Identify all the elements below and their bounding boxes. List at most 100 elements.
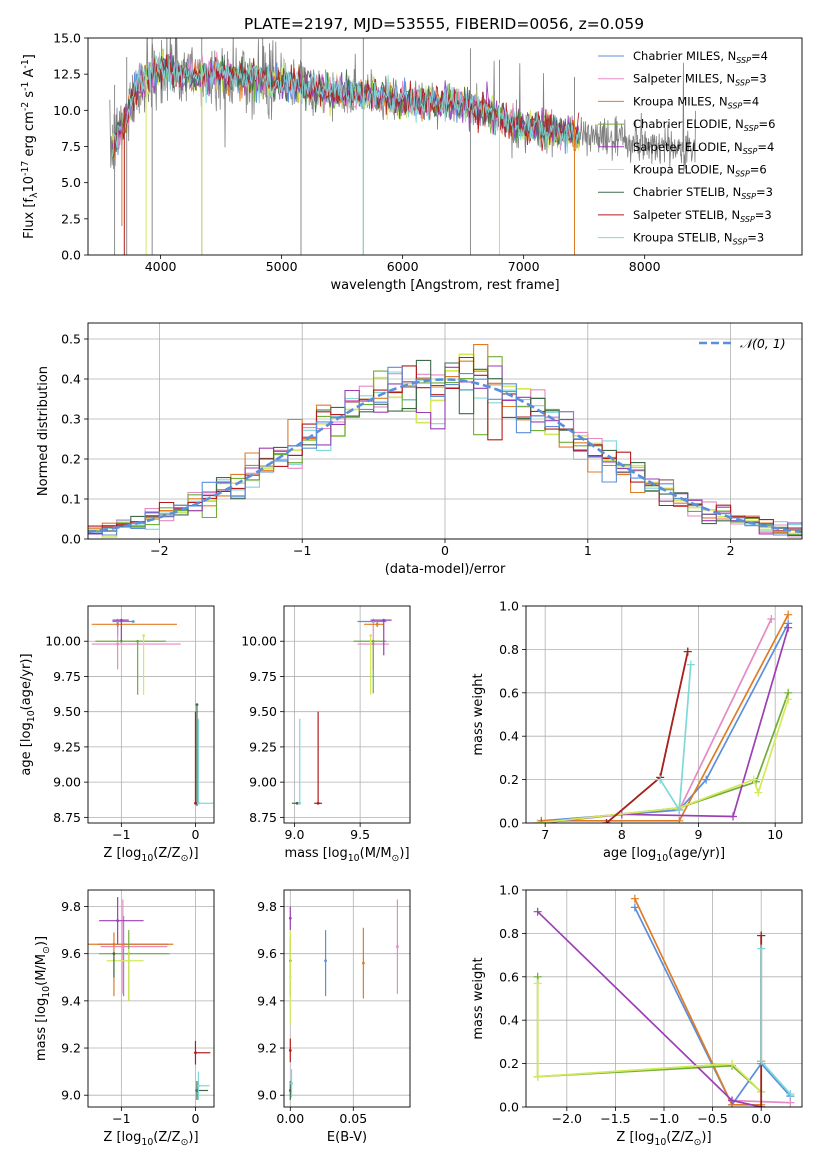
label-fragment: i bbox=[471, 695, 486, 699]
label-fragment: ⊙ bbox=[41, 946, 52, 954]
age-vs-Z-plot-area bbox=[91, 618, 214, 807]
label-fragment: s bbox=[36, 421, 51, 428]
spectrum-frame bbox=[87, 37, 803, 256]
label-fragment: ] bbox=[720, 846, 725, 861]
label-fragment: a bbox=[673, 846, 681, 861]
figure-title: PLATE=2197, MJD=53555, FIBERID=0056, z=0… bbox=[244, 15, 644, 33]
label-fragment: o bbox=[125, 1130, 133, 1145]
label-fragment: e bbox=[357, 278, 365, 293]
label-fragment: e bbox=[471, 699, 486, 707]
label-fragment: g bbox=[133, 1130, 141, 1145]
label-fragment: i bbox=[36, 382, 51, 386]
mass-vs-Z-ytick-label: 9.6 bbox=[61, 946, 81, 961]
label-fragment: ] bbox=[22, 54, 37, 59]
weight-vs-Z-series-5 bbox=[536, 983, 762, 1093]
label-fragment: ⊙ bbox=[392, 853, 400, 864]
weight-vs-Z-marker-7 bbox=[757, 931, 766, 940]
label-fragment: 10 bbox=[141, 853, 153, 864]
label-fragment: / bbox=[469, 562, 474, 577]
age-vs-mass-point-6 bbox=[295, 801, 299, 805]
weight-vs-Z-marker-5 bbox=[533, 979, 542, 988]
label-fragment: e bbox=[546, 278, 554, 293]
label-fragment: ] bbox=[707, 1130, 712, 1145]
spectrum-model-line-8 bbox=[111, 52, 580, 158]
label-fragment: s bbox=[305, 846, 312, 861]
label-fragment: e bbox=[453, 562, 461, 577]
label-fragment: o bbox=[36, 478, 51, 486]
label-fragment: ] bbox=[194, 846, 199, 861]
mass-vs-ebv-plot-area bbox=[288, 899, 399, 1100]
label-fragment: / bbox=[167, 1130, 172, 1145]
weight-vs-Z-ytick-label: 0.2 bbox=[499, 1056, 519, 1071]
label-fragment: t bbox=[393, 278, 398, 293]
label-fragment: r bbox=[487, 278, 493, 293]
label-fragment: ] bbox=[19, 653, 34, 658]
label-fragment: ] bbox=[554, 278, 559, 293]
label-fragment: s bbox=[34, 1033, 49, 1040]
label-fragment: -1 bbox=[20, 59, 31, 68]
weight-vs-Z-marker-5 bbox=[728, 1059, 737, 1068]
mass-vs-ebv-point-7 bbox=[288, 1048, 292, 1052]
mass-vs-Z-point-7 bbox=[194, 1051, 197, 1055]
age-vs-mass-ytick-label: 9.25 bbox=[249, 739, 277, 754]
mass-vs-ebv-point-4 bbox=[288, 916, 292, 920]
label-fragment: / bbox=[376, 846, 381, 861]
label-fragment: r bbox=[22, 143, 37, 149]
label-fragment: o bbox=[458, 278, 466, 293]
label-fragment: l bbox=[122, 846, 126, 861]
label-fragment: ] bbox=[194, 1130, 199, 1145]
label-fragment: ( bbox=[360, 846, 365, 861]
weight-vs-Z-marker-8 bbox=[786, 1089, 795, 1098]
legend-label-tail: =4 bbox=[751, 49, 768, 63]
legend-label-main: Chabrier STELIB, N bbox=[633, 185, 741, 199]
age-vs-Z-ylabel: age [log10(age/yr)] bbox=[19, 653, 37, 775]
label-fragment: a bbox=[471, 735, 486, 743]
label-fragment: l bbox=[635, 1130, 639, 1145]
label-fragment: e bbox=[474, 562, 482, 577]
mass-vs-Z-point-6 bbox=[195, 1089, 199, 1092]
label-fragment: n bbox=[36, 366, 51, 374]
mass-vs-Z-panel: −1 09.09.29.49.69.8Z [log10(Z/Z⊙)]mass [l… bbox=[34, 889, 215, 1148]
weight-vs-age-xtick-label: 8 bbox=[618, 827, 626, 842]
label-fragment: ) bbox=[715, 846, 720, 861]
mass-vs-ebv-ytick-label: 9.4 bbox=[257, 993, 277, 1008]
residual-hist-4 bbox=[88, 365, 802, 535]
label-fragment: [ bbox=[323, 846, 328, 861]
weight-vs-age-marker-7 bbox=[683, 647, 692, 656]
label-fragment: l bbox=[461, 562, 465, 577]
mass-vs-ebv-ytick-label: 9.8 bbox=[257, 899, 277, 914]
label-fragment: ⊙ bbox=[181, 1137, 189, 1148]
weight-vs-Z-series-0 bbox=[634, 907, 791, 1107]
label-fragment: w bbox=[471, 706, 486, 717]
legend-label-main: Salpeter ELODIE, N bbox=[633, 140, 743, 154]
label-fragment: ) bbox=[34, 941, 49, 946]
label-fragment: g bbox=[339, 846, 347, 861]
residuals-xtick-label: 0 bbox=[441, 543, 449, 558]
weight-vs-age-xlabel: age [log10(age/yr)] bbox=[603, 846, 725, 864]
legend-label-2: Kroupa MILES, NSSP=4 bbox=[633, 94, 759, 110]
mass-vs-Z-point-8 bbox=[197, 1084, 200, 1088]
label-fragment: l bbox=[122, 1130, 126, 1145]
weight-vs-Z-marker-8 bbox=[757, 1057, 766, 1066]
age-vs-Z-frame bbox=[87, 605, 215, 824]
age-vs-Z-point-8 bbox=[197, 801, 200, 805]
label-fragment: a bbox=[341, 278, 349, 293]
weight-vs-Z-ylabel: mass weight bbox=[471, 957, 486, 1039]
spectrum-ytick-label: 5.0 bbox=[61, 175, 81, 190]
label-fragment: Z bbox=[103, 1130, 112, 1145]
label-fragment: e bbox=[36, 453, 51, 461]
spectrum-ytick-label: 12.5 bbox=[53, 67, 81, 82]
label-fragment: F bbox=[22, 231, 37, 238]
age-vs-Z-point-1 bbox=[116, 642, 120, 646]
legend-label-tail: =3 bbox=[750, 72, 767, 86]
legend-label-main: Kroupa STELIB, N bbox=[633, 231, 733, 245]
age-vs-mass-ytick-label: 9.75 bbox=[249, 669, 277, 684]
mass-vs-Z-ytick-label: 9.8 bbox=[61, 899, 81, 914]
legend-label-main: Chabrier ELODIE, N bbox=[633, 117, 744, 131]
weight-vs-Z-marker-4 bbox=[533, 907, 542, 916]
legend-label-sub: SSP bbox=[733, 238, 748, 247]
label-fragment: / bbox=[34, 965, 49, 970]
label-fragment: Z bbox=[172, 1130, 181, 1145]
label-fragment: l bbox=[19, 738, 34, 742]
